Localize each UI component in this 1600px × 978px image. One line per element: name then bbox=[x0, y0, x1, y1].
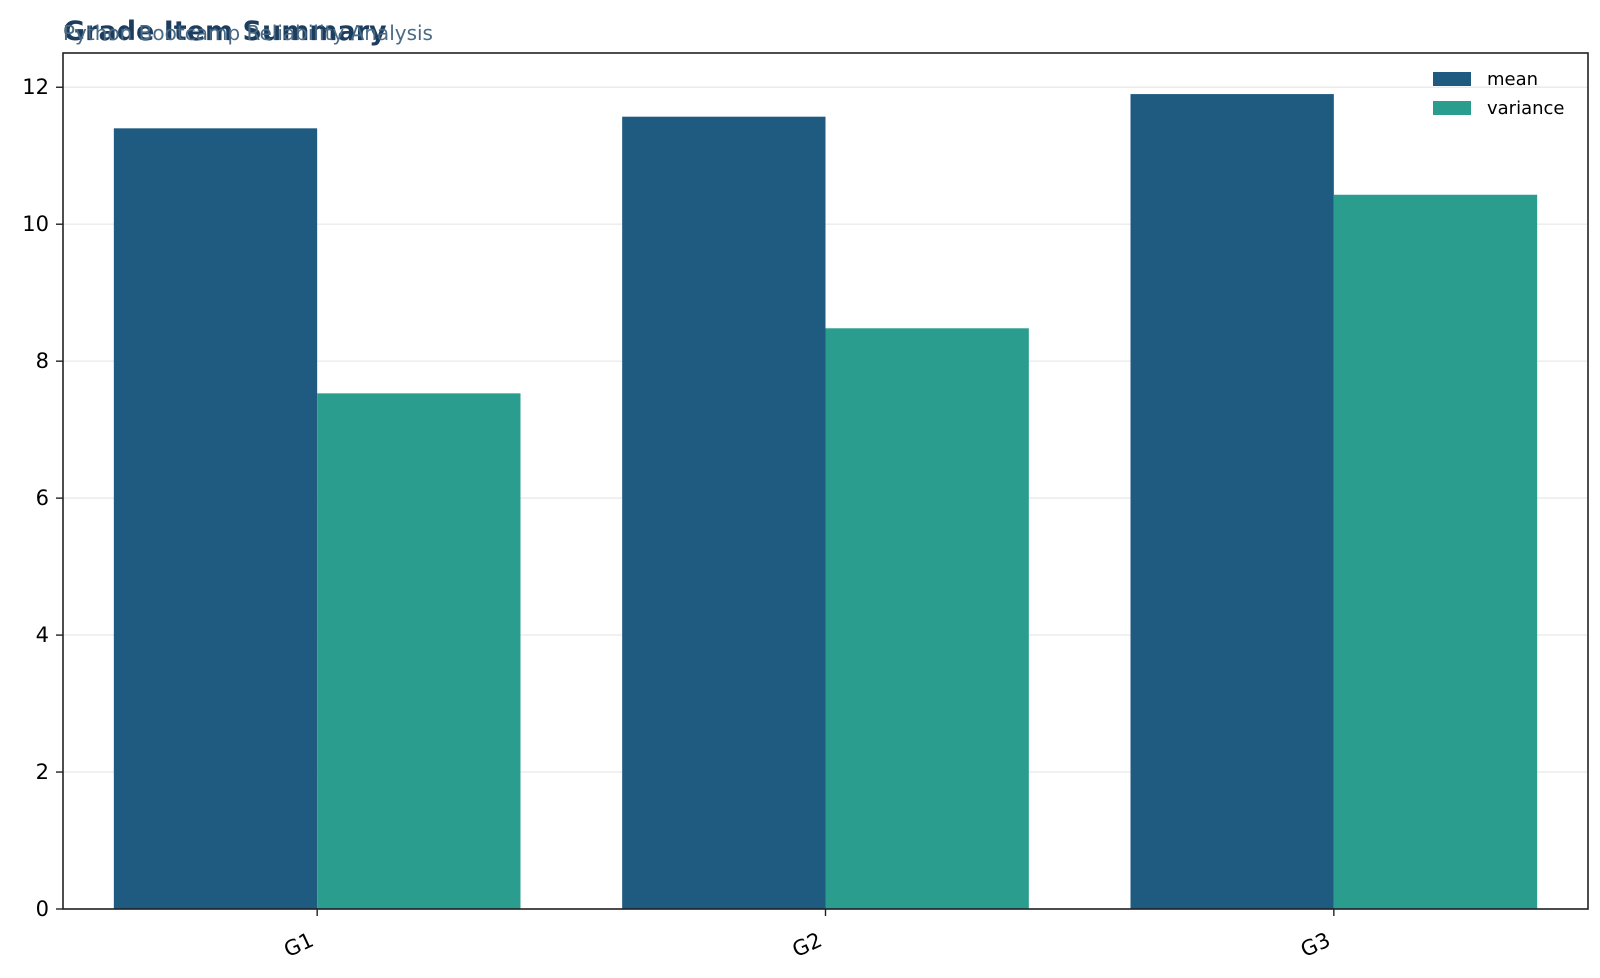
y-tick-label: 4 bbox=[36, 623, 49, 647]
y-axis: 0 2 4 6 8 10 12 bbox=[22, 75, 63, 921]
legend-swatch-variance bbox=[1433, 101, 1471, 115]
legend-swatch-mean bbox=[1433, 72, 1471, 86]
bar-mean-G2 bbox=[622, 116, 826, 909]
chart-subtitle: Python Bootcamp Reliability Analysis bbox=[63, 21, 433, 45]
x-tick-label: G1 bbox=[280, 928, 317, 962]
bar-mean-G1 bbox=[113, 128, 318, 909]
x-tick-label: G3 bbox=[1297, 928, 1334, 962]
x-tick-label: G2 bbox=[789, 928, 826, 962]
bar-variance-G2 bbox=[825, 328, 1029, 909]
legend: mean variance bbox=[1433, 69, 1565, 119]
chart-title: Grade Item Summary bbox=[63, 16, 387, 47]
legend-label-variance: variance bbox=[1487, 98, 1565, 119]
y-tick-label: 12 bbox=[22, 75, 49, 99]
y-tick-label: 10 bbox=[22, 212, 49, 236]
y-tick-label: 0 bbox=[36, 897, 49, 921]
bar-mean-G3 bbox=[1130, 94, 1334, 909]
y-tick-label: 6 bbox=[36, 486, 49, 510]
bars bbox=[113, 94, 1538, 910]
bar-variance-G1 bbox=[317, 393, 521, 910]
y-tick-label: 8 bbox=[36, 349, 49, 373]
x-axis: G1 G2 G3 bbox=[280, 909, 1335, 962]
legend-label-mean: mean bbox=[1487, 69, 1538, 90]
y-tick-label: 2 bbox=[36, 760, 49, 784]
bar-variance-G3 bbox=[1333, 194, 1538, 909]
